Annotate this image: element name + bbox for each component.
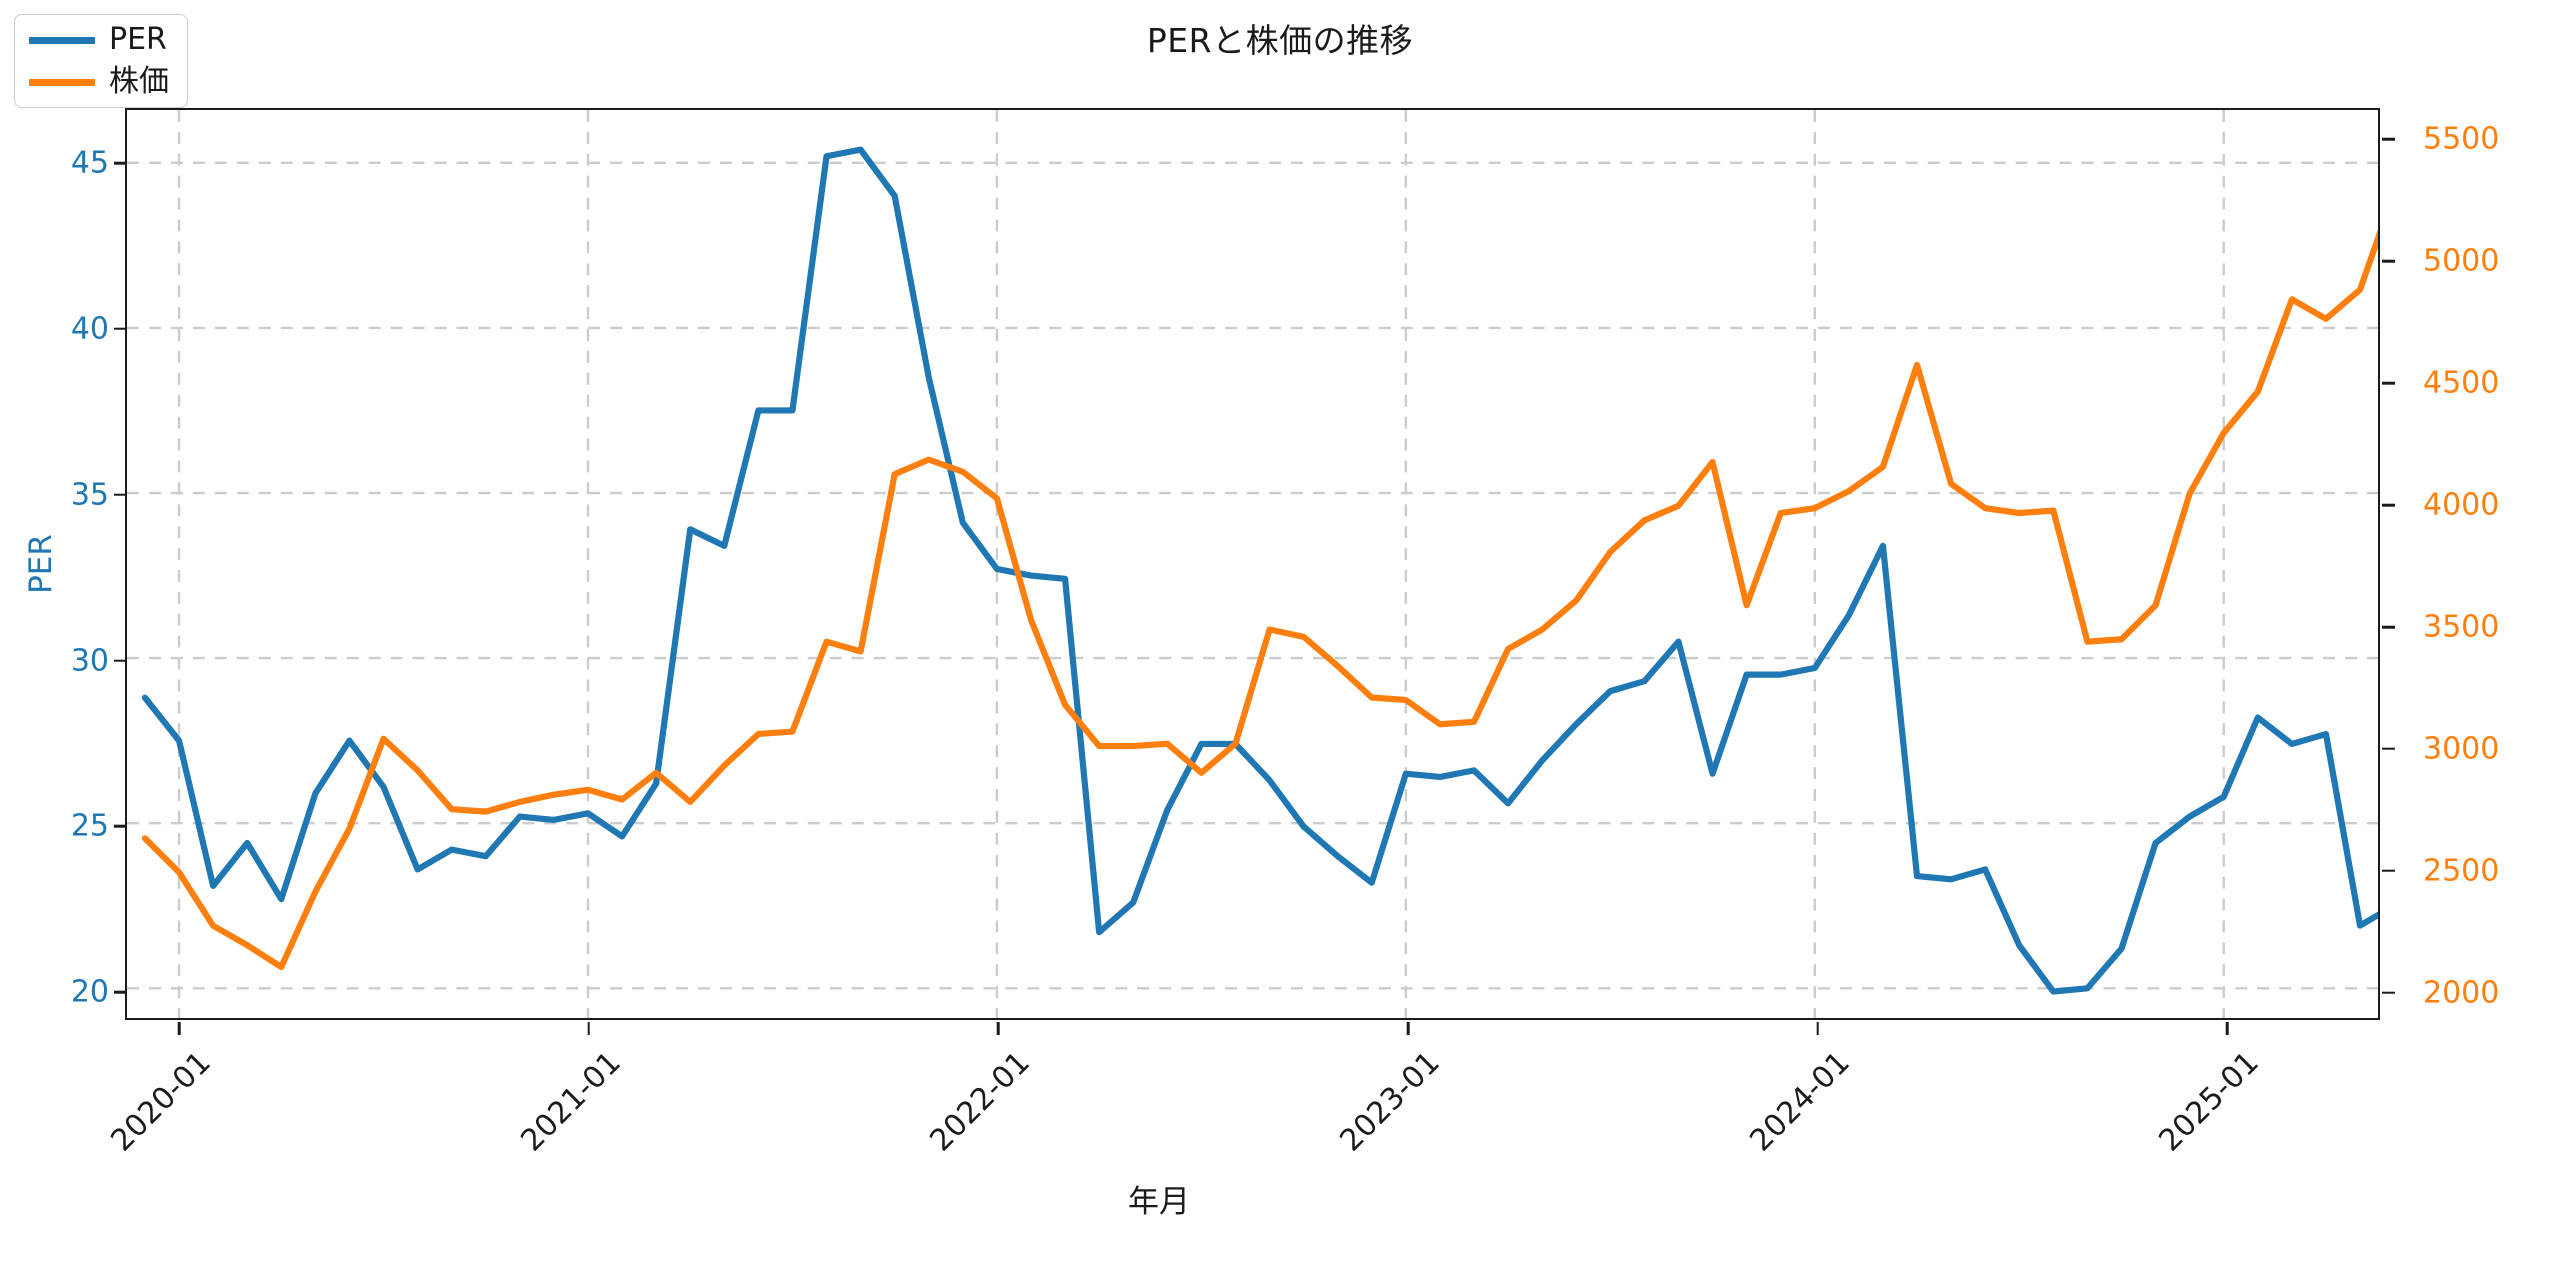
y-axis-left-label: PER — [23, 534, 59, 594]
y-axis-right-tick-label: 5000 — [2423, 243, 2500, 279]
legend-color-swatch-icon — [29, 36, 95, 44]
y-axis-right-tick-mark — [2382, 747, 2395, 751]
y-axis-right-label: 株価（円） — [2557, 487, 2560, 642]
y-axis-left-tick-label: 35 — [70, 477, 109, 513]
y-axis-right-tick-label: 4500 — [2423, 365, 2500, 401]
y-axis-right-tick-mark — [2382, 625, 2395, 629]
plot-area: 20 25 30 35 40 45 2000 2500 3000 3500 4000 4500 5000… — [23, 108, 2499, 1158]
legend-item-label: 株価 — [109, 64, 169, 99]
x-axis-tick-label: 2022-01 — [923, 1045, 1038, 1159]
legend-color-swatch-icon — [29, 78, 95, 86]
y-axis-right-tick-label: 5500 — [2423, 121, 2500, 157]
y-axis-right-tick-label: 2500 — [2423, 853, 2500, 889]
y-axis-left-tick-label: 40 — [70, 311, 109, 347]
y-axis-right-tick-label: 3000 — [2423, 731, 2500, 767]
chart-legend: PER 株価 — [14, 14, 188, 108]
y-axis-right-tick-mark — [2382, 503, 2395, 507]
y-axis-left-tick-mark — [114, 659, 127, 662]
y-axis-left-tick-label: 30 — [70, 643, 109, 679]
y-axis-left-tick-mark — [114, 825, 127, 828]
y-axis-right-tick-label: 4000 — [2423, 487, 2500, 523]
x-axis-tick-mark — [587, 1022, 591, 1035]
y-axis-right-tick-mark — [2382, 259, 2395, 263]
x-axis-tick-mark — [997, 1022, 1000, 1035]
x-axis-tick-mark — [177, 1022, 181, 1035]
y-axis-right-tick-mark — [2382, 869, 2395, 873]
y-axis-left-tick-label: 45 — [70, 145, 109, 181]
x-axis-label: 年月 — [1128, 1184, 1190, 1220]
y-axis-right-tick-mark — [2382, 991, 2395, 995]
series-line-kabuka — [141, 229, 2378, 971]
x-axis-tick-label: 2025-01 — [2152, 1045, 2267, 1159]
y-axis-left-tick-mark — [114, 161, 127, 165]
y-axis-right-tick-mark — [2382, 137, 2395, 141]
x-axis-tick-mark — [1816, 1022, 1820, 1035]
x-axis-tick-label: 2023-01 — [1333, 1045, 1447, 1159]
y-axis-right-tick-label: 2000 — [2423, 975, 2500, 1011]
y-axis-left-tick-mark — [114, 327, 127, 331]
x-axis-tick-mark — [2226, 1022, 2229, 1035]
series-line-per — [141, 146, 2378, 995]
y-axis-left-tick-label: 25 — [70, 808, 109, 844]
legend-item[interactable]: PER — [29, 25, 169, 55]
y-axis-left-tick-mark — [114, 493, 127, 496]
plot-svg — [127, 110, 2378, 1018]
chart-title: PERと株価の推移 — [1146, 21, 1414, 60]
y-axis-left-tick-label: 20 — [70, 974, 109, 1010]
x-axis-tick-label: 2021-01 — [514, 1045, 628, 1159]
y-axis-left-tick-mark — [114, 990, 127, 994]
y-axis-right-tick-label: 3500 — [2423, 609, 2500, 645]
legend-item-label: PER — [109, 22, 167, 57]
y-axis-right-tick-mark — [2382, 381, 2395, 385]
legend-item[interactable]: 株価 — [29, 67, 169, 97]
x-axis-tick-label: 2024-01 — [1743, 1045, 1857, 1159]
x-axis-tick-label: 2020-01 — [104, 1045, 218, 1159]
x-axis-tick-mark — [1406, 1022, 1410, 1035]
